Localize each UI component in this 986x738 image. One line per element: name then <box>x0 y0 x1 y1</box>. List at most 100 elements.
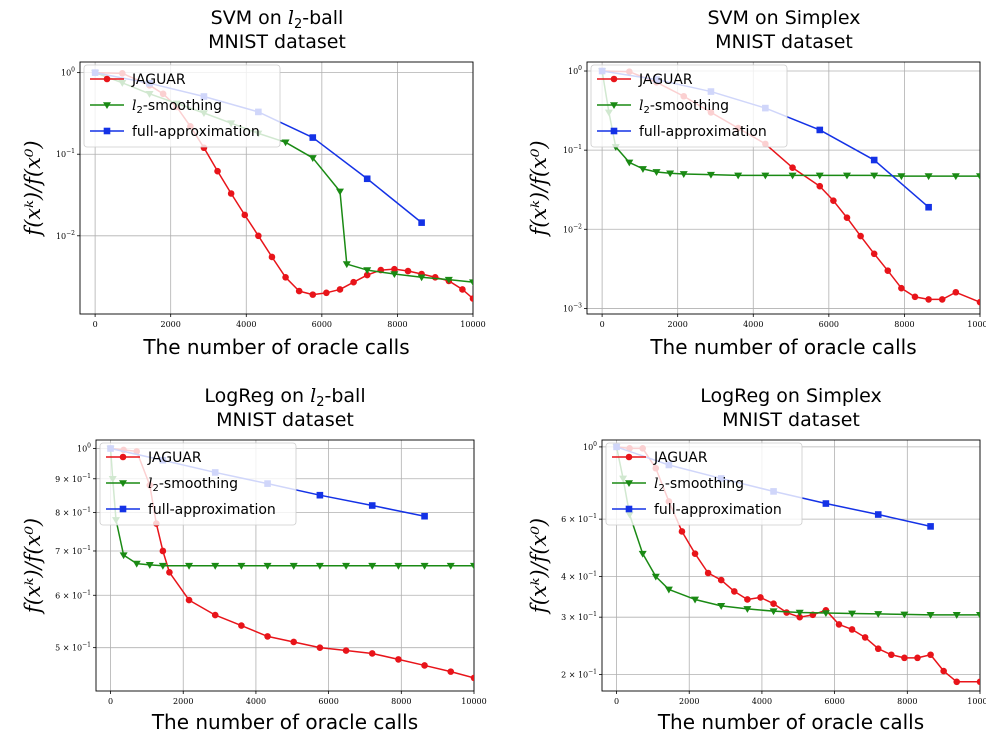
data-point <box>821 610 830 617</box>
data-point <box>870 250 878 258</box>
data-point <box>342 562 351 570</box>
data-point <box>830 197 837 204</box>
data-point <box>421 512 428 520</box>
legend-marker <box>610 127 618 135</box>
data-point <box>706 171 715 179</box>
series-line <box>615 446 980 616</box>
data-point <box>391 265 398 273</box>
data-point <box>666 170 675 178</box>
data-point <box>420 562 429 570</box>
y-tick-label: 2 × 10−1 <box>561 669 597 680</box>
data-point <box>350 278 357 286</box>
data-point <box>897 173 906 181</box>
x-tick-label: 6000 <box>318 697 338 706</box>
y-tick-label: 10−1 <box>563 144 582 155</box>
x-tick-label: 2000 <box>668 320 688 329</box>
data-point <box>132 560 141 568</box>
data-point <box>679 171 688 178</box>
data-point <box>952 612 961 619</box>
legend-box <box>83 64 281 148</box>
data-point <box>290 638 298 646</box>
data-point <box>459 286 466 293</box>
data-point <box>911 293 919 301</box>
x-tick-label: 8000 <box>387 320 407 329</box>
data-point <box>470 674 474 682</box>
chart-subtitle: MNIST dataset <box>722 409 860 431</box>
data-point <box>743 606 752 613</box>
data-point <box>914 654 921 662</box>
data-point <box>925 203 932 211</box>
data-point <box>927 523 934 530</box>
plot-frame <box>79 61 474 315</box>
data-point <box>842 172 851 180</box>
y-tick-label: 7 × 10−1 <box>55 545 91 556</box>
data-point <box>757 594 764 601</box>
data-point <box>940 667 947 675</box>
data-point <box>469 279 473 287</box>
data-point <box>816 126 824 134</box>
data-point <box>395 656 402 663</box>
data-point <box>769 608 778 616</box>
data-point <box>417 274 426 282</box>
data-point <box>874 511 882 518</box>
data-point <box>263 562 272 570</box>
y-tick-label: 100 <box>583 441 597 452</box>
y-tick-label: 8 × 10−1 <box>55 507 91 518</box>
data-point <box>363 175 371 183</box>
legend-marker <box>119 505 127 513</box>
data-point <box>211 562 220 570</box>
data-point <box>390 271 399 279</box>
y-tick-label: 6 × 10−1 <box>55 589 91 600</box>
x-tick-label: 8000 <box>894 320 914 329</box>
data-point <box>421 662 428 669</box>
data-point <box>704 569 712 577</box>
data-point <box>822 500 830 507</box>
data-point <box>874 611 883 618</box>
data-point <box>870 172 879 180</box>
chart-subtitle: MNIST dataset <box>216 409 354 431</box>
chart-title: SVM on Simplex <box>708 7 861 29</box>
data-point <box>861 634 869 641</box>
legend-marker <box>610 75 618 83</box>
data-point <box>268 253 276 261</box>
legend: JAGUAR l2-smoothing full-approximation <box>83 64 281 148</box>
legend-box <box>605 442 803 526</box>
data-point <box>691 596 700 604</box>
data-point <box>363 271 371 279</box>
data-point <box>289 562 298 570</box>
legend-label: full-approximation <box>639 124 767 140</box>
data-point <box>770 600 777 607</box>
legend-label: full-approximation <box>148 502 276 518</box>
data-point <box>166 568 173 576</box>
data-point <box>976 173 980 181</box>
x-tick-label: 10000 <box>967 320 986 329</box>
data-point <box>925 296 932 303</box>
data-point <box>788 172 797 180</box>
legend-label: JAGUAR <box>638 72 693 88</box>
y-tick-label: 10−2 <box>56 230 75 241</box>
chart-subtitle: MNIST dataset <box>208 31 346 53</box>
data-point <box>227 190 235 197</box>
x-tick-label: 10000 <box>967 697 986 706</box>
data-point <box>976 298 980 306</box>
data-point <box>900 611 909 619</box>
legend-label: l2-smoothing <box>654 476 744 494</box>
x-tick-label: 0 <box>108 697 113 706</box>
data-point <box>638 550 647 558</box>
data-point <box>734 172 743 180</box>
data-point <box>796 613 804 621</box>
plot-frame <box>586 61 981 315</box>
legend-label: JAGUAR <box>131 72 186 88</box>
data-point <box>119 552 128 560</box>
data-point <box>281 139 290 147</box>
legend-box <box>99 442 297 526</box>
y-tick-label: 6 × 10−1 <box>561 513 597 524</box>
data-point <box>470 562 474 570</box>
legend-label: l2-smoothing <box>639 98 729 116</box>
data-point <box>938 296 946 303</box>
x-tick-label: 0 <box>600 320 605 329</box>
data-point <box>255 232 262 240</box>
legend-label: JAGUAR <box>147 450 202 466</box>
x-tick-label: 6000 <box>819 320 839 329</box>
